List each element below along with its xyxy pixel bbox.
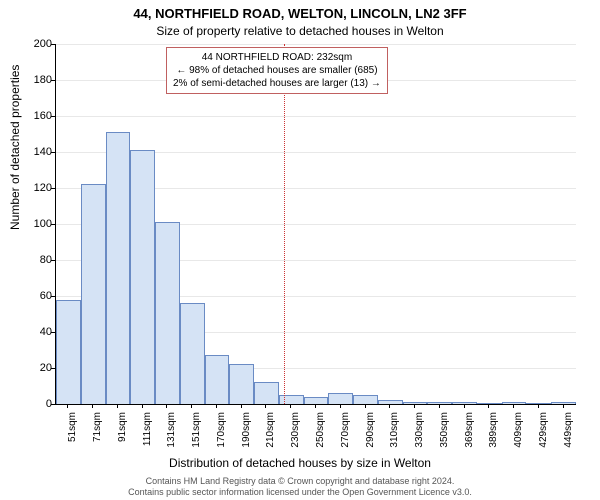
- x-tick-mark: [315, 404, 316, 408]
- y-tick-label: 60: [30, 290, 52, 302]
- x-tick-mark: [563, 404, 564, 408]
- annotation-line-1: 44 NORTHFIELD ROAD: 232sqm: [202, 52, 352, 63]
- property-size-histogram: 44, NORTHFIELD ROAD, WELTON, LINCOLN, LN…: [0, 0, 600, 500]
- y-axis-label: Number of detached properties: [8, 65, 22, 230]
- histogram-bar: [130, 150, 155, 404]
- y-tick-label: 160: [30, 110, 52, 122]
- x-tick-mark: [67, 404, 68, 408]
- y-tick-label: 40: [30, 326, 52, 338]
- histogram-bar: [229, 364, 254, 404]
- histogram-bar: [304, 397, 329, 404]
- x-tick-label: 71sqm: [92, 412, 103, 452]
- x-tick-label: 151sqm: [191, 412, 202, 452]
- histogram-bar: [155, 222, 180, 404]
- y-tick-label: 0: [30, 398, 52, 410]
- x-tick-label: 310sqm: [389, 412, 400, 452]
- histogram-bar: [205, 355, 230, 404]
- x-tick-label: 369sqm: [464, 412, 475, 452]
- x-tick-label: 449sqm: [563, 412, 574, 452]
- histogram-bar: [328, 393, 353, 404]
- histogram-bar: [526, 403, 551, 404]
- x-tick-mark: [464, 404, 465, 408]
- x-tick-label: 250sqm: [315, 412, 326, 452]
- x-tick-mark: [439, 404, 440, 408]
- grid-line: [56, 116, 576, 117]
- chart-footnote: Contains HM Land Registry data © Crown c…: [0, 476, 600, 498]
- annotation-line-2: ← 98% of detached houses are smaller (68…: [176, 65, 377, 76]
- x-tick-mark: [166, 404, 167, 408]
- histogram-bar: [56, 300, 81, 404]
- grid-line: [56, 44, 576, 45]
- histogram-bar: [106, 132, 131, 404]
- x-tick-label: 51sqm: [67, 412, 78, 452]
- x-tick-label: 270sqm: [340, 412, 351, 452]
- x-tick-mark: [340, 404, 341, 408]
- x-tick-label: 190sqm: [241, 412, 252, 452]
- x-tick-label: 429sqm: [538, 412, 549, 452]
- x-tick-label: 389sqm: [488, 412, 499, 452]
- x-tick-mark: [414, 404, 415, 408]
- x-tick-label: 111sqm: [142, 412, 153, 452]
- x-tick-label: 230sqm: [290, 412, 301, 452]
- x-tick-mark: [365, 404, 366, 408]
- x-tick-mark: [538, 404, 539, 408]
- x-tick-mark: [241, 404, 242, 408]
- x-tick-label: 131sqm: [166, 412, 177, 452]
- x-tick-label: 210sqm: [265, 412, 276, 452]
- x-tick-label: 409sqm: [513, 412, 524, 452]
- plot-area: 44 NORTHFIELD ROAD: 232sqm ← 98% of detac…: [55, 44, 576, 405]
- y-tick-label: 20: [30, 362, 52, 374]
- x-tick-mark: [92, 404, 93, 408]
- y-tick-label: 180: [30, 74, 52, 86]
- histogram-bar: [81, 184, 106, 404]
- y-tick-label: 100: [30, 218, 52, 230]
- x-tick-mark: [191, 404, 192, 408]
- x-axis-label: Distribution of detached houses by size …: [0, 456, 600, 470]
- chart-subtitle: Size of property relative to detached ho…: [0, 24, 600, 38]
- x-tick-label: 350sqm: [439, 412, 450, 452]
- x-tick-mark: [117, 404, 118, 408]
- x-tick-label: 91sqm: [117, 412, 128, 452]
- x-tick-label: 290sqm: [365, 412, 376, 452]
- x-tick-label: 330sqm: [414, 412, 425, 452]
- histogram-bar: [452, 402, 477, 404]
- x-tick-mark: [265, 404, 266, 408]
- x-tick-label: 170sqm: [216, 412, 227, 452]
- x-tick-mark: [488, 404, 489, 408]
- histogram-bar: [353, 395, 378, 404]
- y-tick-label: 120: [30, 182, 52, 194]
- histogram-bar: [180, 303, 205, 404]
- chart-title: 44, NORTHFIELD ROAD, WELTON, LINCOLN, LN…: [0, 6, 600, 21]
- x-tick-mark: [216, 404, 217, 408]
- marker-line: [284, 44, 285, 404]
- x-tick-mark: [290, 404, 291, 408]
- histogram-bar: [551, 402, 576, 404]
- histogram-bar: [427, 402, 452, 404]
- footnote-line-2: Contains public sector information licen…: [128, 487, 472, 497]
- annotation-line-3: 2% of semi-detached houses are larger (1…: [173, 78, 381, 89]
- histogram-bar: [254, 382, 279, 404]
- y-tick-label: 200: [30, 38, 52, 50]
- histogram-bar: [279, 395, 304, 404]
- x-tick-mark: [142, 404, 143, 408]
- footnote-line-1: Contains HM Land Registry data © Crown c…: [146, 476, 455, 486]
- x-tick-mark: [513, 404, 514, 408]
- y-tick-label: 140: [30, 146, 52, 158]
- annotation-box: 44 NORTHFIELD ROAD: 232sqm ← 98% of detac…: [166, 47, 388, 94]
- y-tick-label: 80: [30, 254, 52, 266]
- x-tick-mark: [389, 404, 390, 408]
